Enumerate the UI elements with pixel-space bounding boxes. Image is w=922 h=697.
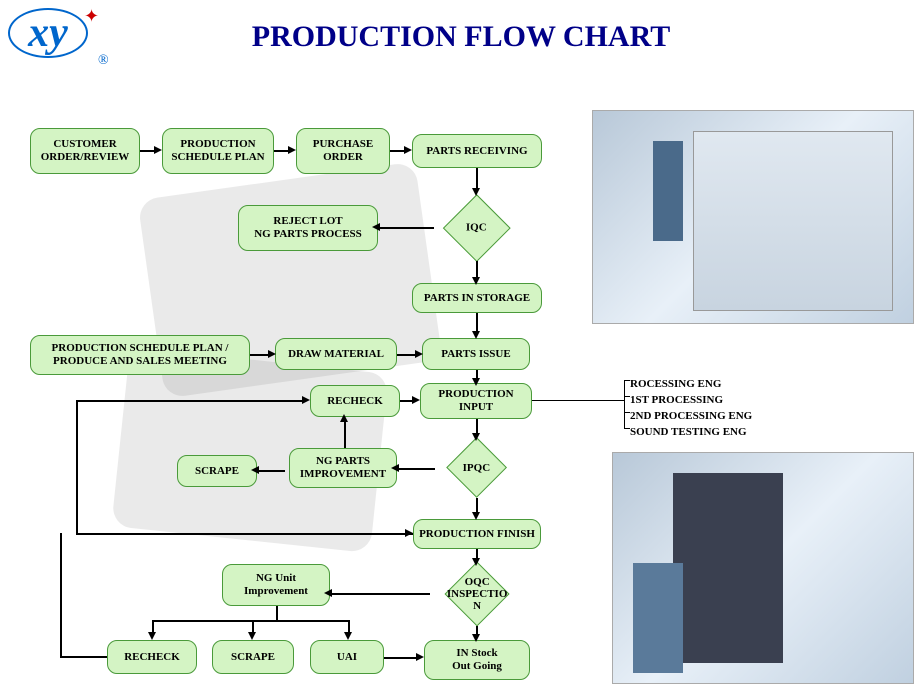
flow-node-ngparts: NG PARTS IMPROVEMENT [289, 448, 397, 488]
side-label-0: ROCESSING ENG [630, 378, 721, 390]
flow-node-storage: PARTS IN STORAGE [412, 283, 542, 313]
page-title: PRODUCTION FLOW CHART [0, 20, 922, 54]
flow-node-scrape1: SCRAPE [177, 455, 257, 487]
flow-node-uai: UAI [310, 640, 384, 674]
side-label-3: SOUND TESTING ENG [630, 426, 747, 438]
flow-node-prodinput: PRODUCTION INPUT [420, 383, 532, 419]
flow-node-recheck1: RECHECK [310, 385, 400, 417]
flow-node-ngunit: NG Unit Improvement [222, 564, 330, 606]
flow-node-draw: DRAW MATERIAL [275, 338, 397, 370]
flow-node-scrape2: SCRAPE [212, 640, 294, 674]
flow-node-finish: PRODUCTION FINISH [413, 519, 541, 549]
flow-node-meeting: PRODUCTION SCHEDULE PLAN / PRODUCE AND S… [30, 335, 250, 375]
flow-node-reject: REJECT LOTNG PARTS PROCESS [238, 205, 378, 251]
factory-photo-1 [592, 110, 914, 324]
flow-node-schedule: PRODUCTION SCHEDULE PLAN [162, 128, 274, 174]
flow-node-customer: CUSTOMER ORDER/REVIEW [30, 128, 140, 174]
registered-icon: ® [98, 53, 109, 69]
flow-node-instock: IN StockOut Going [424, 640, 530, 680]
side-label-2: 2ND PROCESSING ENG [630, 410, 752, 422]
flow-diamond-iqc: IQC [440, 195, 514, 261]
side-label-1: 1ST PROCESSING [630, 394, 723, 406]
factory-photo-2 [612, 452, 914, 684]
flow-node-purchase: PURCHASE ORDER [296, 128, 390, 174]
flow-node-recheck2: RECHECK [107, 640, 197, 674]
flow-node-receiving: PARTS RECEIVING [412, 134, 542, 168]
flow-diamond-ipqc: IPQC [440, 438, 514, 498]
flow-diamond-oqc: OQCINSPECTION [435, 562, 519, 626]
flow-node-issue: PARTS ISSUE [422, 338, 530, 370]
